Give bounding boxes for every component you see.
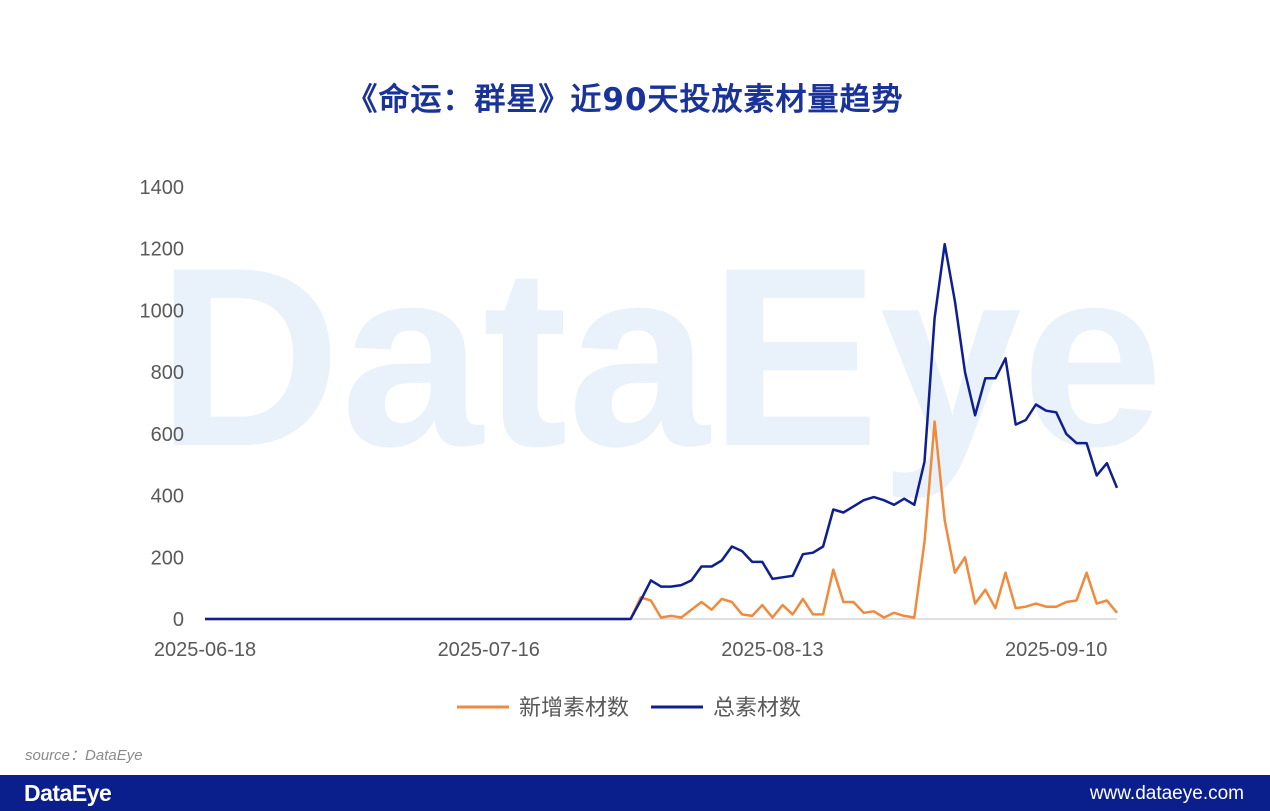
y-tick-label: 400 [151, 486, 184, 508]
series-line-total-materials [205, 242, 1119, 621]
x-tick-label: 2025-07-16 [438, 639, 540, 661]
chart-title: 《命运：群星》近90天投放素材量趋势 [346, 82, 904, 118]
footer-bar: DataEye www.dataeye.com [0, 775, 1270, 811]
y-tick-label: 1200 [140, 239, 185, 261]
x-tick-label: 2025-08-13 [721, 639, 823, 661]
legend-label: 新增素材数 [519, 696, 629, 721]
y-tick-label: 1000 [140, 300, 185, 322]
legend-label: 总素材数 [713, 696, 801, 721]
footer-logo: DataEye [24, 780, 112, 806]
watermark-logo: DataEye [157, 215, 1163, 500]
y-tick-label: 200 [151, 547, 184, 569]
x-tick-label: 2025-06-18 [154, 639, 256, 661]
y-tick-label: 600 [151, 424, 184, 446]
footer-url[interactable]: www.dataeye.com [1089, 783, 1244, 804]
y-tick-label: 1400 [140, 177, 185, 199]
x-tick-label: 2025-09-10 [1005, 639, 1107, 661]
source-label: source：DataEye [25, 747, 143, 764]
legend-item-new-materials[interactable]: 新增素材数 [457, 696, 629, 721]
y-tick-label: 800 [151, 362, 184, 384]
chart-plot: DataEye 0 200 400 600 800 1000 1200 1400 2025-0… [140, 177, 1164, 721]
legend-item-total-materials[interactable]: 总素材数 [651, 696, 801, 721]
y-tick-label: 0 [173, 609, 184, 631]
